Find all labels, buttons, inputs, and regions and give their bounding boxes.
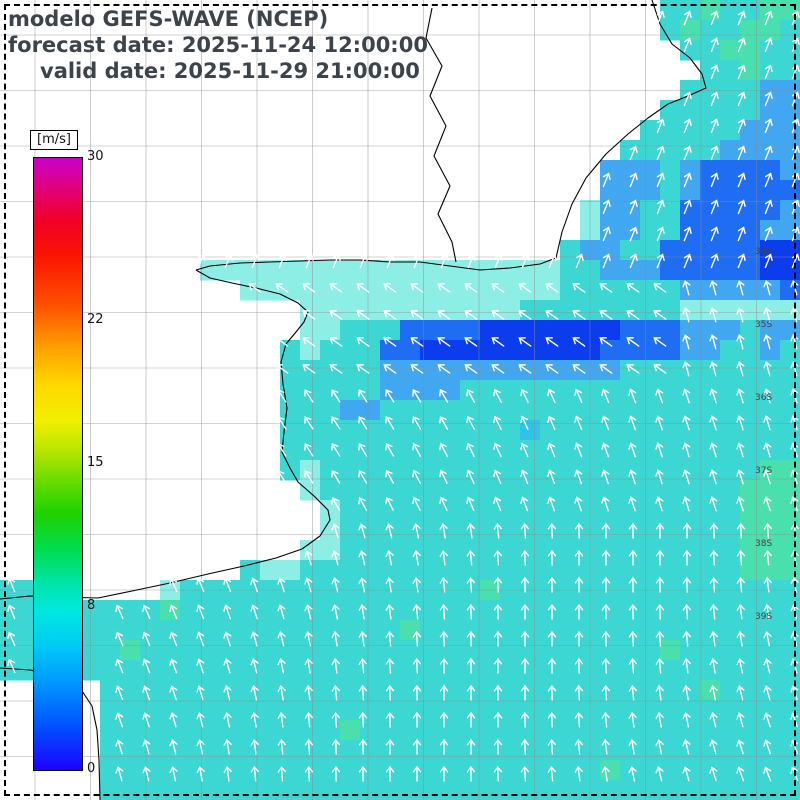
colorbar-units-label: [m/s]	[30, 130, 78, 150]
latitude-label: 38S	[755, 539, 773, 549]
colorbar-tick-label: 0	[87, 761, 96, 776]
colorbar-gradient	[33, 157, 83, 771]
latitude-label: 35S	[755, 320, 773, 330]
model-title: modelo GEFS-WAVE (NCEP)	[8, 7, 329, 31]
wind-arrows	[7, 10, 800, 782]
colorbar-tick-label: 30	[87, 149, 104, 164]
valid-date-line: valid date: 2025-11-29 21:00:00	[40, 59, 420, 83]
latitude-label: 36S	[755, 393, 773, 403]
latitude-label: 39S	[755, 612, 773, 622]
latitude-label: 34S	[755, 247, 773, 257]
latitude-label: 37S	[755, 466, 773, 476]
colorbar-tick-label: 15	[87, 455, 104, 470]
colorbar-tick-label: 22	[87, 312, 104, 328]
colorbar-tick-label: 8	[87, 597, 96, 613]
plot-title-block: modelo GEFS-WAVE (NCEP) forecast date: 2…	[8, 6, 428, 84]
forecast-date-line: forecast date: 2025-11-24 12:00:00	[8, 33, 428, 57]
